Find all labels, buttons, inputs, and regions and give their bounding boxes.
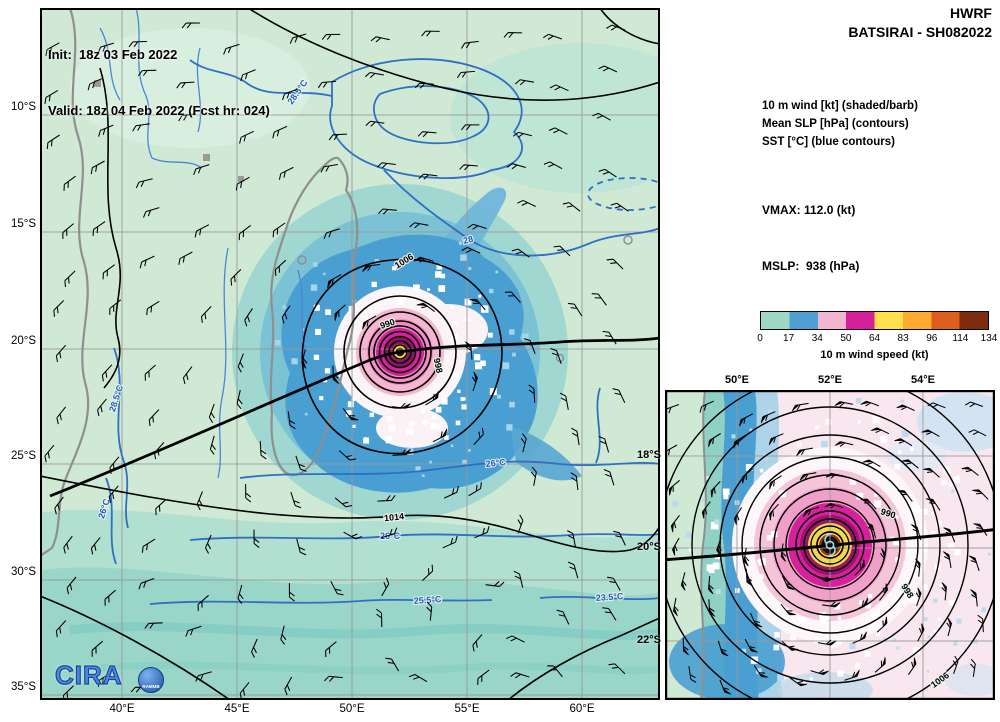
colorbar-tick: 96 bbox=[926, 333, 938, 344]
lon-tick-label: 55°E bbox=[454, 703, 480, 715]
inset-storm-track bbox=[665, 527, 995, 562]
wind-colorbar bbox=[760, 311, 989, 330]
sst-label: 26°C bbox=[380, 531, 401, 541]
model-name: HWRF bbox=[950, 5, 992, 21]
inset-lat-tick-label: 20°S bbox=[637, 541, 661, 553]
inset-lon-tick-label: 54°E bbox=[911, 374, 935, 386]
africa-coastline bbox=[40, 8, 90, 558]
legend-line-sst: SST [°C] (blue contours) bbox=[762, 135, 896, 148]
lat-tick-label: 15°S bbox=[10, 218, 36, 230]
sst-label: 28 bbox=[462, 234, 474, 246]
lon-tick-label: 60°E bbox=[569, 703, 595, 715]
inset-lon-tick-label: 52°E bbox=[818, 374, 842, 386]
sst-label: 26°C bbox=[485, 457, 507, 469]
vmax-value: VMAX: 112.0 (kt) bbox=[762, 203, 856, 218]
legend-line-wind: 10 m wind [kt] (shaded/barb) bbox=[762, 100, 918, 112]
slp-label: 990 bbox=[379, 317, 396, 331]
shading-speckles bbox=[275, 241, 533, 477]
intensity-block: VMAX: 112.0 (kt) MSLP: 938 (hPa) bbox=[762, 164, 859, 313]
lat-tick-label: 30°S bbox=[10, 566, 36, 578]
colorbar-tick: 83 bbox=[897, 333, 909, 344]
lat-tick-label: 20°S bbox=[10, 335, 36, 347]
madagascar-coastline bbox=[269, 156, 359, 476]
lon-tick-label: 50°E bbox=[339, 703, 365, 715]
mslp-value: MSLP: 938 (hPa) bbox=[762, 258, 860, 273]
sst-label: 23.5°C bbox=[595, 591, 624, 603]
init-line: Init: 18z 03 Feb 2022 bbox=[48, 46, 178, 62]
legend-line-slp: Mean SLP [hPa] (contours) bbox=[762, 117, 909, 130]
lon-tick-label: 40°E bbox=[109, 703, 135, 715]
cira-logo: CIRA bbox=[54, 659, 123, 690]
inset-lat-tick-label: 18°S bbox=[637, 449, 661, 461]
valid-line: Valid: 18z 04 Feb 2022 (Fcst hr: 024) bbox=[48, 103, 270, 119]
lon-tick-label: 45°E bbox=[224, 703, 250, 715]
lat-tick-label: 25°S bbox=[10, 450, 36, 462]
storm-track bbox=[49, 336, 660, 498]
sst-contours bbox=[105, 58, 660, 605]
lat-tick-label: 10°S bbox=[10, 101, 36, 113]
colorbar-tick: 17 bbox=[783, 333, 795, 344]
title-block: HWRF BATSIRAI - SH082022 bbox=[848, 4, 992, 42]
rivers bbox=[99, 8, 307, 479]
storm-id: BATSIRAI - SH082022 bbox=[848, 23, 992, 40]
colorbar-title: 10 m wind speed (kt) bbox=[820, 349, 929, 361]
init-valid-block: Init: 18z 03 Feb 2022 Valid: 18z 04 Feb … bbox=[48, 8, 270, 159]
sst-label: 25.5°C bbox=[413, 594, 442, 606]
inset-map: 990 998 1006 bbox=[665, 390, 995, 700]
rammb-logo: RAMMB bbox=[138, 667, 164, 693]
colorbar-ticks: 0 17 34 50 64 83 96 114 134 bbox=[757, 333, 997, 346]
colorbar-tick: 34 bbox=[811, 333, 823, 344]
inset-madagascar-coastline bbox=[700, 390, 707, 700]
colorbar-tick: 50 bbox=[840, 333, 852, 344]
inset-frame bbox=[665, 390, 995, 700]
land-markers bbox=[94, 80, 244, 182]
inset-slp-contours bbox=[665, 390, 995, 700]
slp-contours bbox=[40, 8, 660, 700]
slp-label: 1014 bbox=[384, 511, 405, 523]
slp-label: 998 bbox=[432, 357, 445, 374]
inset-lat-tick-label: 22°S bbox=[637, 634, 661, 646]
inset-lon-tick-label: 50°E bbox=[725, 374, 749, 386]
field-legend: 10 m wind [kt] (shaded/barb) Mean SLP [h… bbox=[762, 98, 918, 151]
colorbar-tick: 134 bbox=[980, 333, 998, 344]
main-map: 28.5°C 28 26°C 26°C 25.5°C 23.5°C 28.5°C… bbox=[40, 8, 660, 700]
cyclone-symbol bbox=[824, 533, 836, 557]
lat-tick-label: 35°S bbox=[10, 681, 36, 693]
colorbar-tick: 0 bbox=[757, 333, 763, 344]
coastlines bbox=[40, 8, 359, 558]
colorbar-tick: 64 bbox=[868, 333, 881, 344]
colorbar-tick: 114 bbox=[952, 333, 969, 344]
map-frame bbox=[40, 8, 660, 700]
wind-barbs bbox=[44, 22, 629, 700]
